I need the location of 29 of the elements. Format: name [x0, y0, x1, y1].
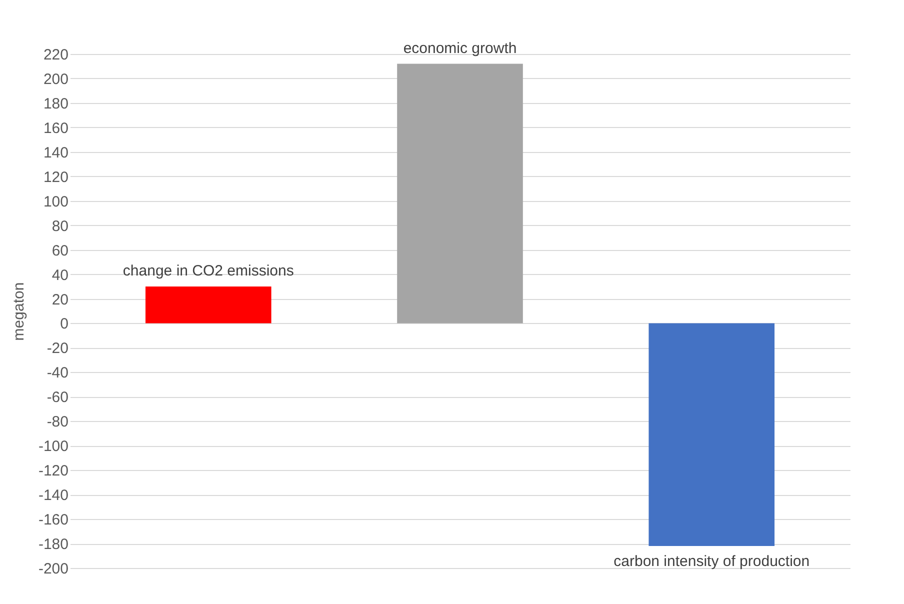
y-tick-label: -20	[46, 340, 68, 358]
y-tick-label: 100	[43, 193, 68, 210]
y-tick-label: 0	[60, 316, 68, 333]
y-tick-label: 180	[43, 95, 68, 112]
y-tick-label: 20	[52, 291, 68, 308]
bar	[648, 323, 775, 546]
bar	[397, 64, 523, 324]
y-tick-label: -120	[38, 462, 68, 480]
y-tick-label: 200	[43, 70, 68, 88]
y-tick-label: -80	[46, 414, 68, 431]
y-tick-label: -140	[38, 487, 68, 504]
y-tick-label: 160	[43, 120, 68, 137]
y-tick-label: 80	[52, 218, 68, 235]
x-tick-label: change in CO2 emissions	[122, 262, 294, 280]
y-tick-label: -100	[38, 438, 68, 456]
y-tick-label: 120	[43, 168, 68, 186]
x-tick-label: economic growth	[403, 40, 517, 57]
y-tick-label: 220	[43, 46, 68, 64]
y-tick-label: -200	[38, 560, 68, 578]
y-tick-label: -40	[46, 364, 68, 382]
y-axis-title: megaton	[10, 282, 28, 341]
bar	[145, 286, 272, 324]
y-tick-label: -160	[38, 512, 68, 529]
y-tick-label: 140	[43, 144, 68, 162]
y-tick-label: 40	[52, 266, 68, 284]
y-tick-label: -60	[46, 389, 68, 406]
y-tick-label: -180	[38, 536, 68, 554]
x-tick-label: carbon intensity of production	[614, 552, 810, 570]
y-tick-label: 60	[52, 242, 68, 260]
